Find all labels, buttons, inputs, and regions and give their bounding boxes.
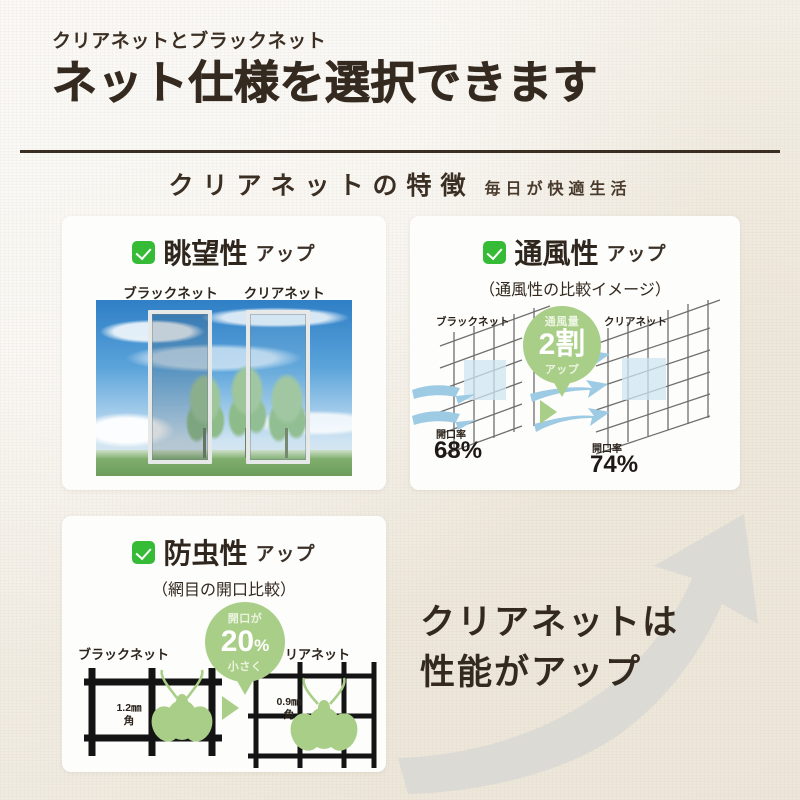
check-box-icon: [132, 240, 156, 264]
mesh-grid-clear-net: [248, 662, 377, 768]
section-heading-sub: 毎日が快適生活: [484, 181, 632, 198]
card-insect-subtitle: （網目の開口比較）: [151, 582, 296, 599]
insect-label-black-net: ブラックネット: [78, 647, 170, 662]
tree-icon: [264, 374, 310, 458]
feature-card-insect[interactable]: 防虫性 アップ （網目の開口比較）: [62, 516, 386, 772]
card-airflow-title: 通風性: [514, 238, 599, 269]
header-divider: [20, 150, 780, 153]
card-airflow-heading: 通風性 アップ: [410, 216, 740, 272]
airflow-direction-triangle: [540, 400, 557, 424]
growth-arrow-icon: [398, 514, 758, 794]
insect-right-mesh-unit: 角: [283, 709, 295, 722]
insect-icon-left: [151, 694, 213, 742]
mesh-opening-diagram: [84, 662, 377, 768]
airflow-bubble-value: 2割: [538, 328, 586, 361]
insect-right-mesh-value: 0.9㎜: [276, 696, 302, 708]
view-comparison-photo: [96, 300, 352, 476]
check-box-icon: [483, 240, 507, 264]
window-pane-black-net: [148, 310, 212, 464]
closing-tagline: クリアネットは 性能がアップ: [420, 598, 679, 697]
card-view-title: 眺望性: [163, 238, 248, 269]
card-insect-heading: 防虫性 アップ: [62, 516, 386, 572]
eyebrow-text: クリアネットとブラックネット: [52, 31, 327, 52]
airflow-diagram: [412, 299, 721, 457]
insect-bubble-bottom: 小さく: [227, 661, 263, 673]
window-pane-clear-net: [246, 310, 310, 464]
page-title: ネット仕様を選択できます: [52, 57, 599, 108]
insect-bubble-number: 20: [220, 625, 255, 658]
insect-bubble-value: 20%: [221, 627, 270, 657]
insect-bubble-percent: %: [254, 636, 270, 655]
insect-direction-triangle: [222, 696, 239, 720]
card-airflow-subtitle: （通風性の比較イメージ）: [479, 282, 671, 299]
insect-callout-bubble: 開口が 20% 小さく: [205, 602, 285, 695]
feature-card-airflow[interactable]: 通風性 アップ （通風性の比較イメージ）: [410, 216, 740, 490]
card-view-title-suffix: アップ: [255, 243, 316, 265]
airflow-bubble-top: 通風量: [544, 316, 580, 328]
airflow-left-rate-label: 開口率: [436, 430, 466, 441]
check-box-icon: [132, 540, 156, 564]
card-insect-title-suffix: アップ: [255, 543, 316, 565]
label-clear-net: クリアネット: [243, 286, 325, 301]
mesh-opening-highlight-left: [464, 360, 506, 400]
airflow-right-rate-label: 開口率: [592, 444, 622, 455]
airflow-right-rate-value: 74%: [590, 451, 639, 478]
insect-label-clear-net: クリアネット: [272, 647, 351, 662]
card-view-compare-labels: ブラックネット クリアネット: [62, 282, 386, 302]
header-block: クリアネットとブラックネット ネット仕様を選択できます: [52, 26, 598, 108]
airflow-callout-bubble: 通風量 2割 アップ: [523, 306, 601, 397]
insect-left-mesh-value: 1.2㎜: [116, 702, 142, 714]
section-heading-main: クリアネットの特徴: [168, 172, 475, 200]
label-black-net: ブラックネット: [123, 286, 218, 301]
tagline-line-1: クリアネットは: [420, 603, 680, 642]
mesh-opening-highlight-right: [622, 358, 666, 400]
section-heading: クリアネットの特徴 毎日が快適生活: [0, 166, 800, 202]
card-view-heading: 眺望性 アップ: [62, 216, 386, 272]
tree-icon: [182, 374, 228, 458]
card-insect-title: 防虫性: [163, 538, 248, 569]
insect-left-mesh-unit: 角: [123, 715, 135, 728]
feature-card-view[interactable]: 眺望性 アップ ブラックネット クリアネット: [62, 216, 386, 490]
card-airflow-title-suffix: アップ: [606, 243, 667, 265]
insect-right-mesh-size: 0.9㎜ 角: [264, 696, 314, 722]
airflow-left-rate-value: 68%: [434, 437, 483, 464]
insect-icon-right: [290, 700, 358, 751]
airflow-label-black-net: ブラックネット: [436, 316, 510, 328]
tagline-line-2: 性能がアップ: [420, 652, 643, 692]
insect-bubble-top: 開口が: [227, 613, 263, 625]
insect-left-mesh-size: 1.2㎜ 角: [104, 702, 154, 728]
airflow-label-clear-net: クリアネット: [604, 316, 667, 328]
airflow-bubble-bottom: アップ: [544, 364, 580, 376]
airflow-arrows-left: [412, 385, 476, 430]
